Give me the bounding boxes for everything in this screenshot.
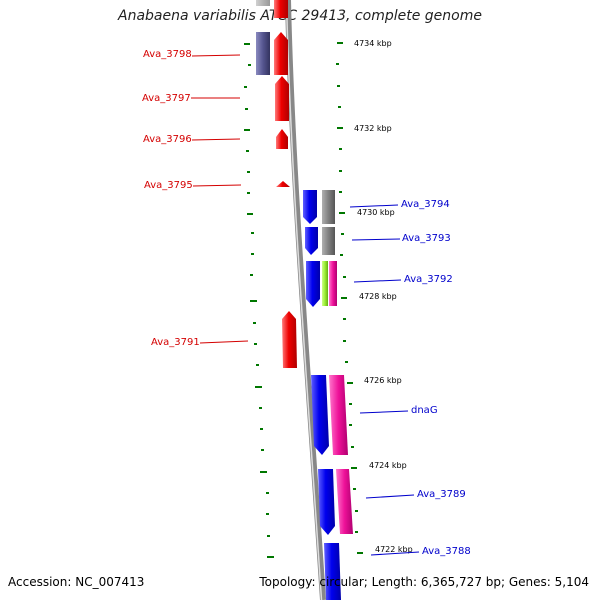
gene-label-reverse[interactable]: Ava_3789	[417, 489, 466, 500]
cog-box	[329, 375, 348, 455]
genome-summary: Topology: circular; Length: 6,365,727 bp…	[259, 575, 589, 589]
reverse-gene-arrow	[318, 469, 335, 535]
scale-label: 4726 kbp	[364, 376, 402, 385]
accession-label: Accession: NC_007413	[8, 575, 145, 589]
gene-label-forward[interactable]: Ava_3797	[142, 93, 191, 104]
cog-box	[256, 32, 270, 75]
scale-label: 4730 kbp	[357, 208, 395, 217]
cog-box	[256, 0, 270, 6]
scale-label: 4732 kbp	[354, 124, 392, 133]
gene-label-reverse[interactable]: Ava_3794	[401, 199, 450, 210]
reverse-gene-arrow	[311, 375, 329, 455]
forward-gene-arrow	[282, 311, 297, 368]
label-leader-line	[351, 238, 401, 241]
genome-backbone	[285, 0, 326, 600]
left-tick-marks	[244, 43, 274, 558]
forward-gene-arrow	[274, 32, 288, 75]
label-leader-line	[199, 340, 249, 344]
reverse-gene-arrow	[305, 227, 318, 255]
scale-label: 4722 kbp	[375, 545, 413, 554]
gene-label-forward[interactable]: Ava_3791	[151, 337, 200, 348]
label-leader-line	[370, 551, 420, 556]
gene-label-forward[interactable]: Ava_3796	[143, 134, 192, 145]
scale-label: 4724 kbp	[369, 461, 407, 470]
map-title: Anabaena variabilis ATCC 29413, complete…	[118, 8, 482, 24]
reverse-gene-arrow	[324, 543, 341, 600]
cog-box	[329, 261, 337, 306]
gene-label-reverse[interactable]: dnaG	[411, 405, 438, 416]
gene-label-reverse[interactable]: Ava_3793	[402, 233, 451, 244]
label-leader-line	[365, 494, 415, 499]
reverse-gene-arrow	[303, 190, 317, 224]
forward-gene-arrow	[275, 76, 289, 121]
cog-box	[322, 227, 335, 255]
label-leader-line	[353, 279, 402, 283]
gene-label-forward[interactable]: Ava_3798	[143, 49, 192, 60]
reverse-gene-arrow	[306, 261, 320, 307]
right-tick-marks	[336, 42, 363, 554]
forward-gene-arrow	[276, 129, 288, 149]
cog-box	[322, 190, 335, 224]
gene-label-forward[interactable]: Ava_3795	[144, 180, 193, 191]
gene-label-reverse[interactable]: Ava_3788	[422, 546, 471, 557]
label-leader-line	[349, 204, 399, 208]
forward-gene-arrow	[276, 181, 290, 187]
scale-label: 4728 kbp	[359, 292, 397, 301]
label-leader-line	[359, 410, 409, 414]
scale-label: 4734 kbp	[354, 39, 392, 48]
label-leader-line	[191, 54, 241, 57]
gene-label-reverse[interactable]: Ava_3792	[404, 274, 453, 285]
label-leader-line	[191, 138, 241, 141]
cog-box	[322, 261, 328, 306]
forward-gene-arrow	[274, 0, 288, 18]
cog-box	[336, 469, 353, 534]
label-leader-line	[192, 184, 242, 187]
